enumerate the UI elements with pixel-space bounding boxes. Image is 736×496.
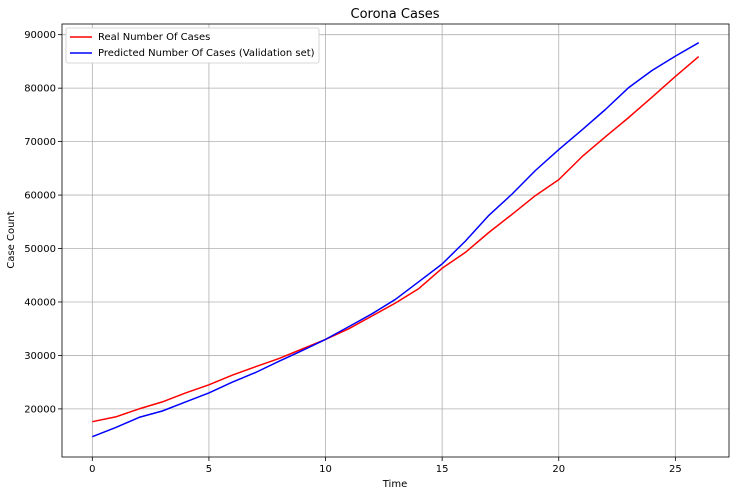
x-axis-label: Time [382, 479, 407, 490]
plot-frame [61, 23, 730, 458]
x-tick-label: 15 [436, 464, 449, 475]
series-line-real [92, 56, 700, 423]
x-tick-label: 0 [89, 464, 95, 475]
y-axis-label: Case Count [6, 211, 17, 268]
series-lines [92, 42, 700, 438]
legend-box [65, 27, 320, 64]
y-tick-label: 20000 [24, 404, 56, 415]
legend: Real Number Of Cases Predicted Number Of… [65, 27, 320, 64]
x-tick-label: 5 [206, 464, 212, 475]
grid-lines [62, 24, 729, 457]
x-tick-label: 25 [669, 464, 682, 475]
legend-label-real: Real Number Of Cases [98, 32, 210, 43]
series-line-predicted [92, 42, 700, 438]
y-tick-label: 30000 [24, 351, 56, 362]
y-tick-label: 40000 [24, 297, 56, 308]
y-tick-label: 70000 [24, 137, 56, 148]
y-axis-ticks: 20000 30000 40000 50000 60000 70000 80000 90000 [24, 30, 62, 415]
y-tick-label: 50000 [24, 244, 56, 255]
x-axis-ticks: 0 5 10 15 20 25 [89, 457, 682, 475]
y-tick-label: 80000 [24, 84, 56, 95]
x-tick-label: 20 [552, 464, 565, 475]
y-tick-label: 90000 [24, 30, 56, 41]
x-tick-label: 10 [319, 464, 332, 475]
legend-label-predicted: Predicted Number Of Cases (Validation se… [98, 48, 315, 59]
chart-title: Corona Cases [351, 7, 440, 22]
y-tick-label: 60000 [24, 191, 56, 202]
